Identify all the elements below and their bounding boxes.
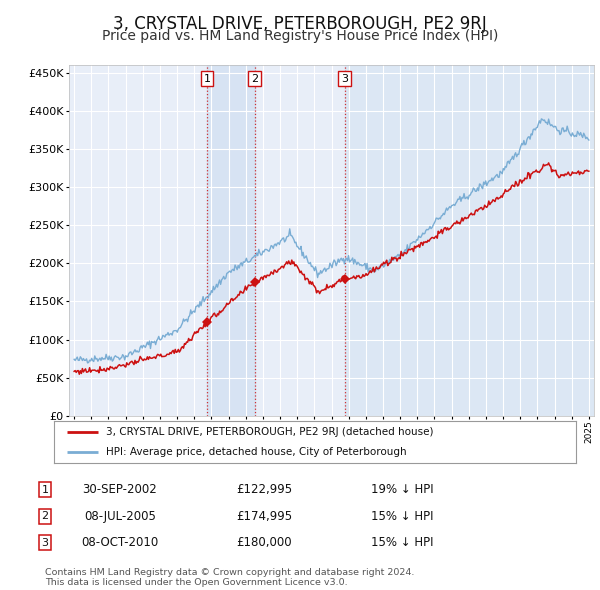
Text: £174,995: £174,995 <box>236 510 292 523</box>
Text: £122,995: £122,995 <box>236 483 292 496</box>
Text: 3, CRYSTAL DRIVE, PETERBOROUGH, PE2 9RJ: 3, CRYSTAL DRIVE, PETERBOROUGH, PE2 9RJ <box>113 15 487 33</box>
Text: 08-OCT-2010: 08-OCT-2010 <box>82 536 158 549</box>
Bar <box>345 65 594 416</box>
Text: 3: 3 <box>341 74 348 84</box>
Text: 30-SEP-2002: 30-SEP-2002 <box>83 483 157 496</box>
Bar <box>207 65 254 416</box>
Text: HPI: Average price, detached house, City of Peterborough: HPI: Average price, detached house, City… <box>106 447 407 457</box>
Text: 3, CRYSTAL DRIVE, PETERBOROUGH, PE2 9RJ (detached house): 3, CRYSTAL DRIVE, PETERBOROUGH, PE2 9RJ … <box>106 427 434 437</box>
Text: 2: 2 <box>251 74 258 84</box>
Text: 2: 2 <box>41 512 49 521</box>
Text: 19% ↓ HPI: 19% ↓ HPI <box>371 483 433 496</box>
Text: 15% ↓ HPI: 15% ↓ HPI <box>371 510 433 523</box>
Text: Price paid vs. HM Land Registry's House Price Index (HPI): Price paid vs. HM Land Registry's House … <box>102 29 498 43</box>
Text: 1: 1 <box>41 485 49 494</box>
Text: 08-JUL-2005: 08-JUL-2005 <box>84 510 156 523</box>
Text: 15% ↓ HPI: 15% ↓ HPI <box>371 536 433 549</box>
Text: Contains HM Land Registry data © Crown copyright and database right 2024.
This d: Contains HM Land Registry data © Crown c… <box>45 568 415 587</box>
Text: 3: 3 <box>41 538 49 548</box>
Text: 1: 1 <box>203 74 211 84</box>
Text: £180,000: £180,000 <box>236 536 292 549</box>
